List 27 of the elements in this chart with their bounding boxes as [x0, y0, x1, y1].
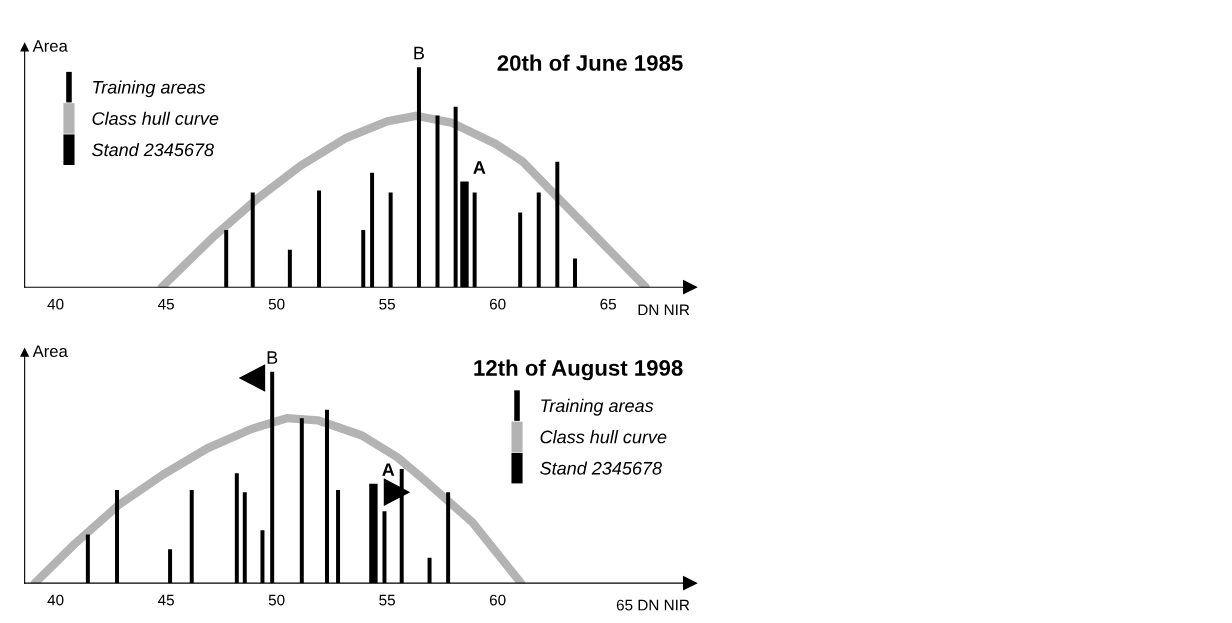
- legend-label: Stand 2345678: [540, 461, 662, 475]
- annotation: B: [414, 46, 425, 60]
- chart-title: 20th of June 1985: [497, 54, 683, 71]
- x-tick-label: 45: [157, 298, 174, 310]
- y-axis-title: Area: [32, 345, 68, 358]
- x-tick-label: 60: [489, 594, 506, 606]
- x-tick-label: 50: [268, 594, 285, 606]
- annotation: B: [267, 351, 278, 364]
- x-tick-label: 40: [47, 298, 64, 310]
- chart-title: 12th of August 1998: [474, 359, 683, 381]
- legend-label: Training areas: [541, 398, 654, 416]
- annotation: A: [473, 161, 486, 174]
- x-tick-label: 55: [379, 594, 395, 606]
- x-axis-title: 65 DN NIR: [616, 599, 690, 611]
- x-tick-label: 50: [268, 298, 285, 310]
- x-tick-label: 60: [489, 298, 506, 310]
- x-tick-label: 45: [157, 594, 174, 606]
- y-axis-title: Area: [32, 40, 68, 52]
- x-tick-label: 55: [379, 298, 395, 310]
- x-tick-label: 65: [600, 298, 616, 310]
- x-tick-label: 40: [47, 594, 64, 606]
- legend-label: Stand 2345678: [92, 142, 214, 157]
- x-axis-title: DN NIR: [638, 304, 690, 316]
- annotation: A: [382, 463, 395, 476]
- legend-label: Class hull curve: [92, 111, 219, 125]
- legend-label: Class hull curve: [540, 430, 667, 444]
- legend-label: Training areas: [93, 80, 206, 98]
